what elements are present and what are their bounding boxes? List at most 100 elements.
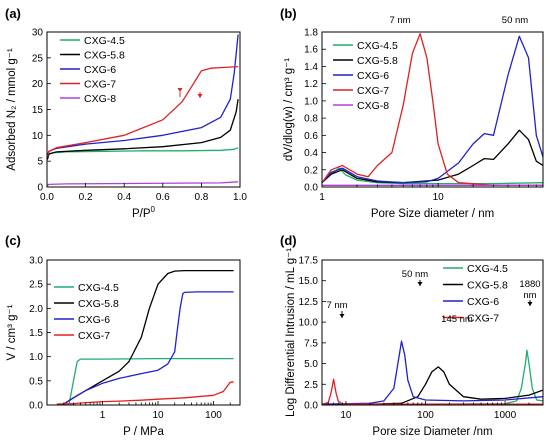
y-tick-label: 1.0 — [29, 352, 43, 363]
y-tick-label: 0.8 — [304, 114, 318, 125]
legend-entry: CXG-7 — [84, 79, 116, 91]
y-tick-label: 12.5 — [299, 297, 319, 308]
y-tick-label: 0.2 — [304, 165, 318, 176]
legend-entry: CXG-6 — [467, 296, 499, 308]
x-axis-label-text: P / MPa — [123, 426, 164, 438]
series-group — [47, 34, 239, 186]
y-tick-label: 1.0 — [304, 96, 318, 107]
plot-frame — [321, 31, 544, 188]
x-axis-label: P/P0 — [132, 205, 156, 220]
annotation-peak-1880nm-value: 1880 — [519, 279, 540, 290]
x-axis-label: P / MPa — [123, 426, 164, 438]
x-tick-label: 10 — [340, 410, 352, 421]
annotation-peak-50nm: 50 nm — [402, 269, 428, 280]
annotation-peak-7nm: 7 nm — [389, 15, 410, 26]
y-tick-label: 0.0 — [304, 183, 318, 194]
legend-entry: CXG-6 — [78, 314, 110, 326]
plot-frame — [46, 259, 241, 406]
legend-entry: CXG-8 — [84, 93, 116, 105]
series-line-cxg-6 — [322, 35, 543, 184]
panel-label: (a) — [5, 6, 21, 21]
y-tick-label: 0.5 — [29, 376, 43, 387]
y-tick-label: 0.0 — [304, 401, 318, 412]
series-group — [322, 340, 543, 405]
series-group — [322, 33, 543, 186]
y-tick-label: 2.0 — [29, 304, 43, 315]
series-line-cxg-4.5 — [47, 147, 239, 159]
y-tick-label: 10.0 — [299, 318, 319, 329]
series-line-cxg-7 — [322, 378, 543, 405]
legend-entry: CXG-4.5 — [467, 263, 508, 275]
series-line-cxg-7 — [56, 381, 234, 405]
series-line-cxg-6 — [47, 34, 239, 157]
panel-label: (d) — [280, 233, 297, 248]
x-tick-label: 1 — [100, 410, 106, 421]
y-axis-label: Log Differential Intrusion / mL g⁻¹ — [285, 248, 297, 417]
y-tick-label: 2.5 — [29, 280, 43, 291]
series-line-cxg-7 — [47, 65, 239, 158]
y-tick-label: 0.6 — [304, 131, 318, 142]
y-tick-label: 10 — [32, 131, 44, 142]
y-tick-label: 15.0 — [299, 276, 319, 287]
panel-label: (c) — [5, 233, 21, 248]
y-tick-label: 17.5 — [299, 256, 319, 267]
series-line-cxg-7 — [322, 33, 543, 186]
panel-label: (b) — [280, 6, 297, 21]
annotation-peak-145nm: 145 nm — [441, 314, 473, 325]
series-line-cxg-6 — [63, 291, 234, 405]
x-axis-label: Pore size Diameter /nm — [372, 426, 492, 438]
x-axis-label-text: P/P — [132, 208, 151, 220]
y-tick-label: 5 — [37, 157, 43, 168]
series-line-cxg-6 — [322, 340, 543, 405]
x-tick-label: 100 — [417, 410, 434, 421]
series-line-cxg-8 — [47, 181, 239, 186]
legend-entry: CXG-7 — [357, 85, 389, 97]
series-line-cxg-5.8 — [322, 366, 543, 405]
plot-frame — [321, 259, 544, 406]
y-axis-label: Adsorbed N₂ / mmol g⁻¹ — [6, 48, 18, 171]
x-tick-label: 0.6 — [156, 192, 170, 203]
annotation-peak-1880nm-unit: nm — [523, 290, 536, 301]
chart-panel-2: (b) 0.0 0.2 0.4 0.6 0.8 1.0 1.2 1.4 1.6 1.8 1 10 Pore… — [280, 6, 544, 220]
x-tick-label: 0.4 — [117, 192, 131, 203]
series-line-cxg-4.5 — [322, 349, 543, 405]
x-axis-label: Pore Size diameter / nm — [371, 208, 494, 220]
y-tick-label: 2.5 — [304, 380, 318, 391]
y-tick-label: 1.4 — [304, 62, 318, 73]
legend-entry: CXG-6 — [357, 70, 389, 82]
x-tick-label: 10 — [152, 410, 164, 421]
y-tick-label: 0.0 — [29, 401, 43, 412]
legend-entry: CXG-6 — [84, 64, 116, 76]
annotation-peak-7nm: 7 nm — [326, 300, 347, 311]
legend-entry: CXG-4.5 — [357, 40, 398, 52]
x-tick-label: 1000 — [494, 410, 517, 421]
chart-panel-3: (c) 0.0 0.5 1.0 1.5 2.0 2.5 3.0 1 10 100 P / MPa V /… — [5, 233, 241, 438]
x-tick-label: 10 — [433, 192, 445, 203]
legend-entry: CXG-5.8 — [78, 298, 119, 310]
x-tick-label: 0.8 — [194, 192, 208, 203]
y-tick-label: 25 — [32, 53, 44, 64]
series-line-cxg-5.8 — [47, 99, 239, 160]
legend-entry: CXG-4.5 — [78, 282, 119, 294]
annotation-arrowhead — [177, 88, 183, 92]
x-axis-label-sup: 0 — [151, 205, 156, 214]
legend-entry: CXG-8 — [357, 100, 389, 112]
y-tick-label: 1.5 — [29, 328, 43, 339]
legend-entry: CXG-5.8 — [84, 50, 125, 62]
y-tick-label: 0 — [37, 183, 43, 194]
legend-entry: CXG-7 — [467, 313, 499, 325]
y-axis-label: V / cm³ g⁻¹ — [6, 304, 18, 360]
annotation-peak-50nm: 50 nm — [502, 15, 528, 26]
legend-entry: CXG-5.8 — [357, 55, 398, 67]
chart-panel-4: (d) 0.0 2.5 5.0 7.5 10.0 12.5 15.0 17.5 10 100 1000… — [280, 233, 544, 438]
y-tick-label: 1.6 — [304, 45, 318, 56]
x-tick-label: 0.2 — [79, 192, 93, 203]
y-tick-label: 1.2 — [304, 79, 318, 90]
series-line-cxg-5.8 — [322, 129, 543, 184]
y-tick-label: 3.0 — [29, 256, 43, 267]
x-axis-label-text: Pore size Diameter /nm — [372, 426, 492, 438]
y-tick-label: 20 — [32, 79, 44, 90]
